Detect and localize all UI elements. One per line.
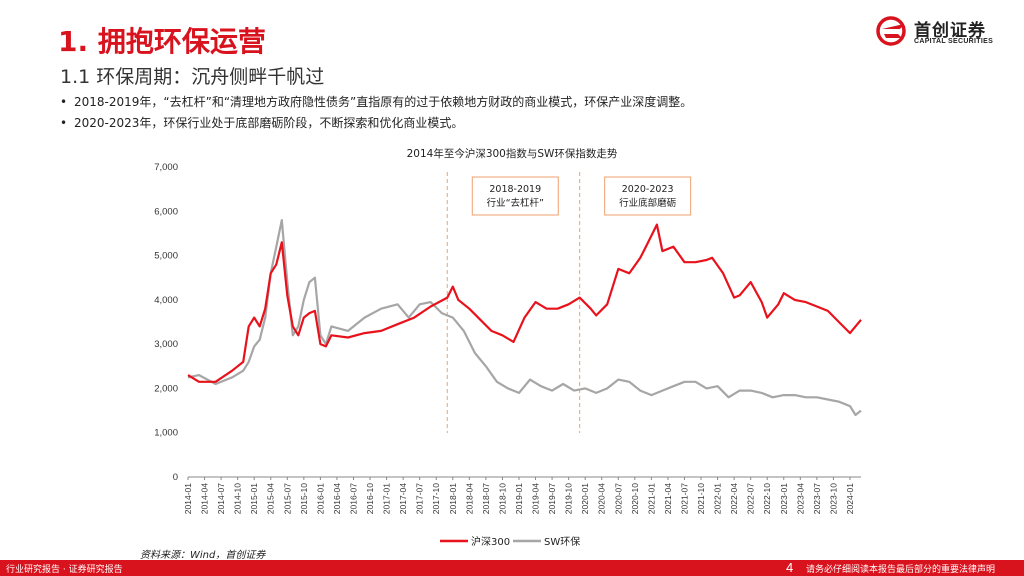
x-tick-label: 2015-04 <box>266 483 276 514</box>
x-tick-label: 2019-04 <box>531 483 541 514</box>
x-axis: 2014-01 2014-04 2014-07 2014-10 2015-01 2015-… <box>183 477 855 514</box>
section-subtitle: 1.1 环保周期：沉舟侧畔千帆过 <box>60 66 325 88</box>
footer-disclaimer: 请务必仔细阅读本报告最后部分的重要法律声明 <box>806 565 996 575</box>
y-axis: 0 1,000 2,000 3,000 4,000 5,000 6,000 7,000 <box>154 162 178 483</box>
y-tick-label: 6,000 <box>154 206 178 217</box>
x-tick-label: 2019-01 <box>514 483 524 514</box>
y-tick-label: 3,000 <box>154 339 178 350</box>
annotation-label-period: 2018-2019 <box>489 184 541 195</box>
x-tick-label: 2017-07 <box>415 483 425 514</box>
series-group <box>187 219 862 417</box>
y-tick-label: 1,000 <box>154 428 178 439</box>
x-tick-label: 2014-07 <box>216 483 226 514</box>
x-tick-label: 2017-10 <box>431 483 441 514</box>
x-tick-label: 2018-10 <box>497 483 507 514</box>
chart-title: 2014年至今沪深300指数与SW环保指数走势 <box>407 147 618 160</box>
x-tick-label: 2022-07 <box>746 483 756 514</box>
annotation-label-desc: 行业底部磨砺 <box>619 197 677 209</box>
x-tick-label: 2021-04 <box>663 483 673 514</box>
x-tick-label: 2018-04 <box>464 483 474 514</box>
bullet-item: 2020-2023年，环保行业处于底部磨砺阶段，不断探索和优化商业模式。 <box>60 115 692 136</box>
series-line-sw <box>187 219 862 417</box>
x-tick-label: 2016-01 <box>315 483 325 514</box>
x-tick-label: 2020-04 <box>597 483 607 514</box>
y-tick-label: 2,000 <box>154 383 178 394</box>
x-tick-label: 2016-07 <box>348 483 358 514</box>
x-tick-label: 2020-10 <box>630 483 640 514</box>
x-tick-label: 2018-01 <box>448 483 458 514</box>
x-tick-label: 2021-10 <box>696 483 706 514</box>
y-tick-label: 7,000 <box>154 162 178 173</box>
legend: 沪深300 SW环保 <box>440 535 580 548</box>
x-tick-label: 2019-10 <box>564 483 574 514</box>
x-tick-label: 2015-10 <box>299 483 309 514</box>
x-tick-label: 2020-07 <box>613 483 623 514</box>
annotation-box <box>604 176 692 216</box>
x-tick-label: 2023-01 <box>779 483 789 514</box>
logo-name-en: CAPITAL SECURITIES <box>914 38 994 45</box>
annotation-box <box>471 176 559 216</box>
annotation-label-period: 2020-2023 <box>622 184 674 195</box>
company-logo: 首创证券 CAPITAL SECURITIES <box>876 16 1000 48</box>
x-tick-label: 2022-10 <box>762 483 772 514</box>
x-tick-label: 2022-04 <box>729 483 739 514</box>
legend-label-hs300: 沪深300 <box>471 535 510 548</box>
x-tick-label: 2016-04 <box>332 483 342 514</box>
x-tick-label: 2018-07 <box>481 483 491 514</box>
x-tick-label: 2014-01 <box>183 483 193 514</box>
x-tick-label: 2021-01 <box>646 483 656 514</box>
logo-mark-icon <box>876 16 906 46</box>
y-tick-label: 5,000 <box>154 251 178 262</box>
series-line-hs300 <box>187 223 862 383</box>
page-title: 1. 拥抱环保运营 <box>58 25 266 58</box>
legend-label-sw: SW环保 <box>544 535 580 548</box>
x-tick-label: 2023-07 <box>812 483 822 514</box>
x-tick-label: 2019-07 <box>547 483 557 514</box>
x-tick-label: 2022-01 <box>713 483 723 514</box>
x-tick-label: 2015-01 <box>249 483 259 514</box>
page-number: 4 <box>786 560 794 575</box>
bullet-item: 2018-2019年，“去杠杆”和“清理地方政府隐性债务”直指原有的过于依赖地方… <box>60 94 692 115</box>
x-tick-label: 2023-04 <box>795 483 805 514</box>
x-tick-label: 2024-01 <box>845 483 855 514</box>
annotations: 2018-2019 行业“去杠杆” 2020-2023 行业底部磨砺 <box>446 172 692 433</box>
x-tick-label: 2021-07 <box>679 483 689 514</box>
x-tick-label: 2020-01 <box>580 483 590 514</box>
logo-name-cn: 首创证券 <box>914 21 986 41</box>
x-tick-label: 2014-04 <box>200 483 210 514</box>
source-note: 资料来源：Wind，首创证券 <box>140 550 266 561</box>
footer-left-text: 行业研究报告 · 证券研究报告 <box>6 565 123 575</box>
y-tick-label: 4,000 <box>154 295 178 306</box>
x-tick-label: 2015-07 <box>282 483 292 514</box>
annotation-label-desc: 行业“去杠杆” <box>487 197 544 209</box>
footer-bar: 行业研究报告 · 证券研究报告 4 请务必仔细阅读本报告最后部分的重要法律声明 <box>0 560 1024 576</box>
bullet-list: 2018-2019年，“去杠杆”和“清理地方政府隐性债务”直指原有的过于依赖地方… <box>60 94 692 136</box>
x-tick-label: 2017-04 <box>398 483 408 514</box>
x-tick-label: 2016-10 <box>365 483 375 514</box>
y-tick-label: 0 <box>173 472 178 483</box>
x-tick-label: 2017-01 <box>382 483 392 514</box>
x-tick-label: 2014-10 <box>233 483 243 514</box>
x-tick-label: 2023-10 <box>828 483 838 514</box>
